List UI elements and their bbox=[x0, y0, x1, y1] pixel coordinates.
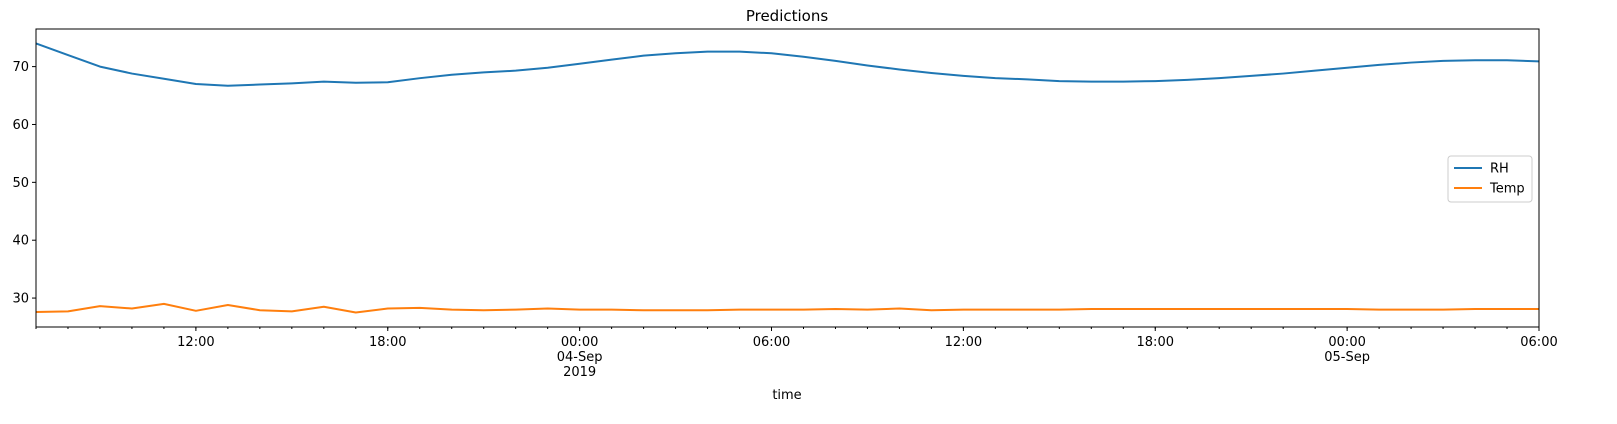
chart-title: Predictions bbox=[746, 7, 829, 25]
legend-label-rh: RH bbox=[1490, 162, 1509, 177]
x-tick-label: 12:00 bbox=[177, 335, 214, 350]
x-tick-label: 06:00 bbox=[753, 335, 790, 350]
plot-frame bbox=[35, 28, 1540, 328]
x-tick-label: 04-Sep bbox=[557, 350, 603, 365]
x-tick-label: 18:00 bbox=[369, 335, 406, 350]
x-tick-label: 00:00 bbox=[1328, 335, 1365, 350]
x-axis-label: time bbox=[772, 388, 801, 403]
legend: RH Temp bbox=[1447, 155, 1533, 203]
plot-area bbox=[35, 42, 1540, 314]
x-tick-label: 06:00 bbox=[1520, 335, 1557, 350]
y-tick-label: 70 bbox=[12, 60, 29, 75]
series-line-temp bbox=[35, 302, 1539, 314]
y-tick-label: 40 bbox=[12, 234, 29, 249]
y-tick-label: 50 bbox=[12, 176, 29, 191]
y-tick-label: 60 bbox=[12, 118, 29, 133]
x-tick-label: 12:00 bbox=[945, 335, 982, 350]
y-tick-label: 30 bbox=[12, 292, 29, 307]
x-tick-label: 2019 bbox=[563, 365, 596, 380]
x-tick-label: 00:00 bbox=[561, 335, 598, 350]
x-tick-label: 05-Sep bbox=[1324, 350, 1370, 365]
x-tick-label: 18:00 bbox=[1137, 335, 1174, 350]
series-line-rh bbox=[35, 42, 1540, 87]
legend-label-temp: Temp bbox=[1489, 182, 1525, 197]
y-axis: 30 40 50 60 70 bbox=[12, 60, 36, 307]
